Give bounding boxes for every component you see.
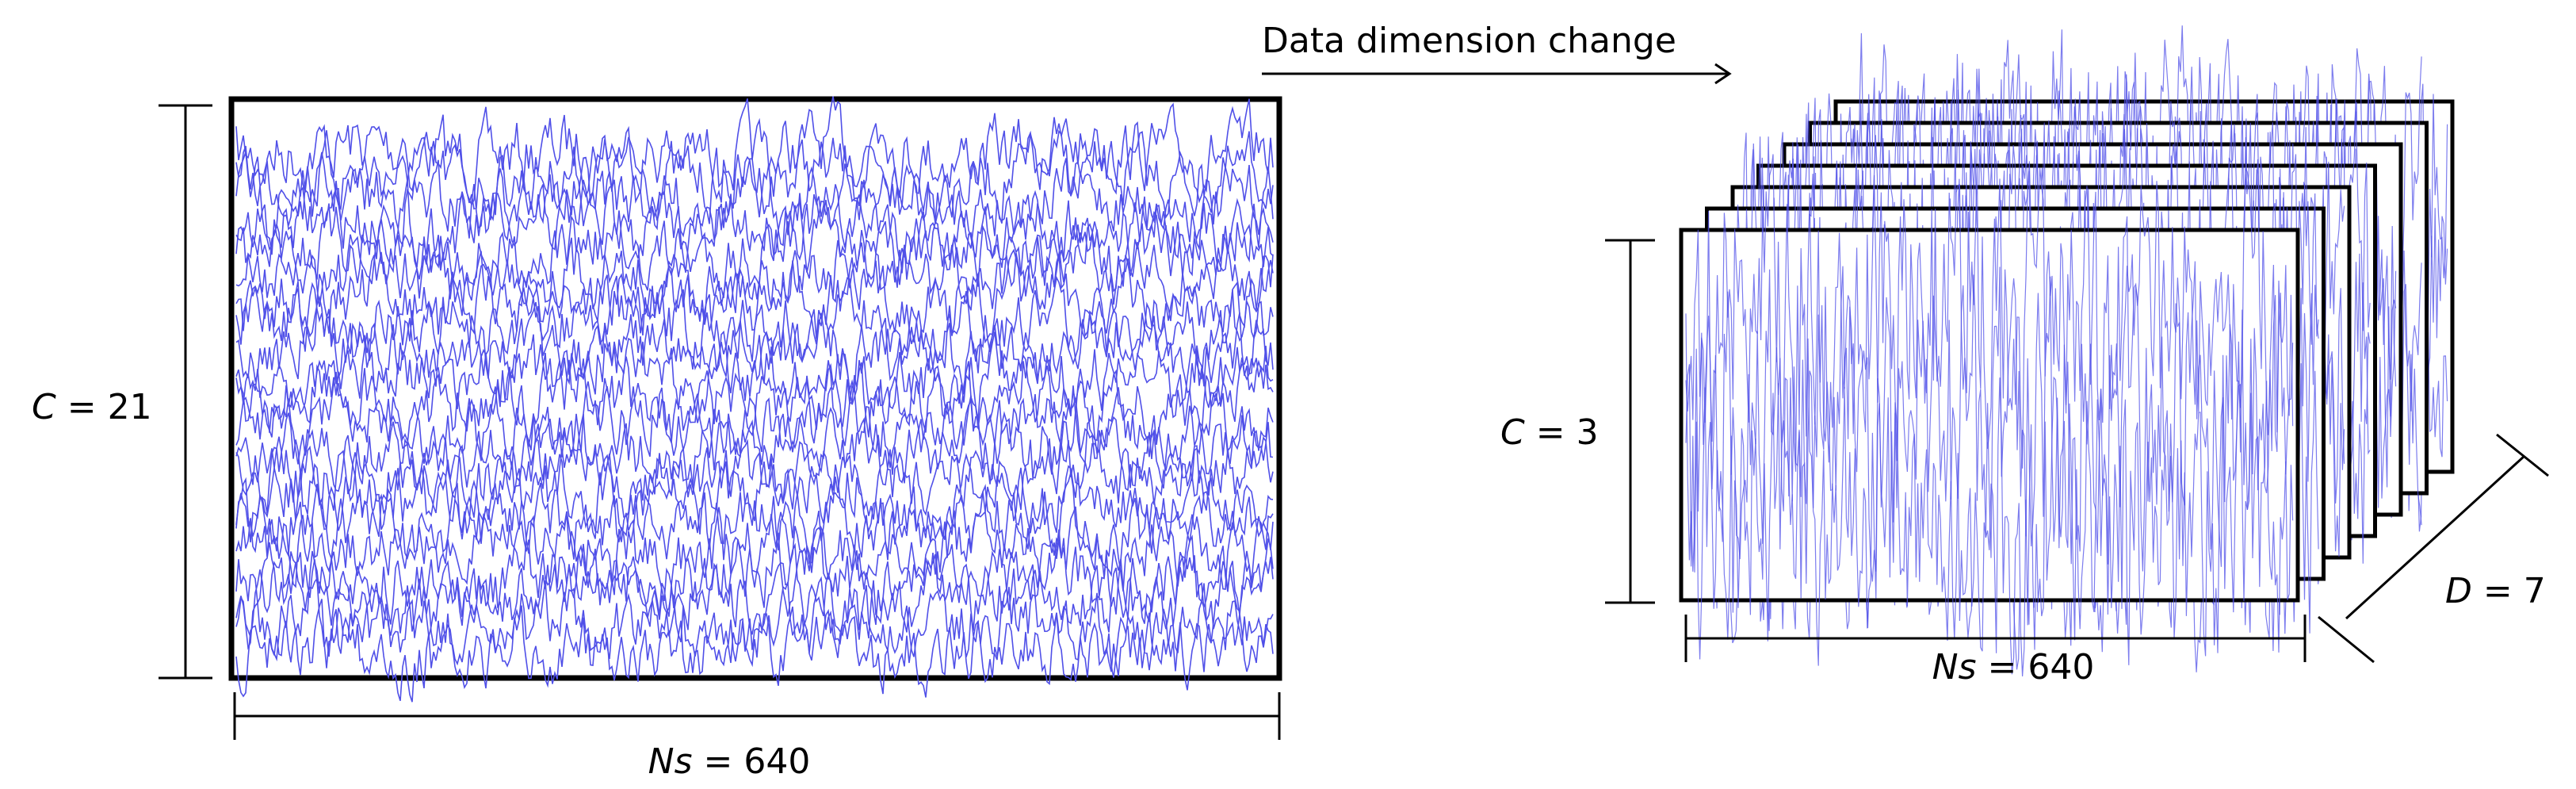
original-eeg-trace — [235, 275, 1274, 380]
original-eeg-traces — [235, 96, 1274, 703]
original-eeg-trace — [235, 96, 1274, 206]
reshaped-eeg-trace — [1685, 364, 2294, 677]
original-eeg-trace — [235, 231, 1274, 325]
original-eeg-trace — [235, 542, 1274, 644]
original-eeg-trace — [235, 506, 1274, 602]
original-eeg-trace — [235, 123, 1274, 226]
original-eeg-trace — [235, 295, 1274, 399]
reshaped-eeg-trace — [1685, 154, 2294, 472]
reshaped-channel-bracket — [1605, 239, 1655, 604]
reshaped-eeg-stack: C = 3 Ns = 640 D = 7 — [1500, 25, 2549, 688]
original-eeg-trace — [235, 472, 1274, 577]
reshaped-eeg-trace — [1685, 254, 2294, 582]
original-eeg-trace — [235, 599, 1274, 703]
sample-dimension-label: Ns = 640 — [648, 741, 811, 782]
dimension-change-arrow: Data dimension change — [1262, 21, 1732, 85]
reshaped-frame-front — [1679, 154, 2300, 677]
original-eeg-trace — [235, 371, 1274, 471]
original-eeg-trace — [235, 352, 1274, 458]
original-eeg-trace — [235, 576, 1274, 676]
depth-dimension-bracket — [2318, 433, 2549, 664]
depth-dimension-label: D = 7 — [2445, 571, 2546, 611]
original-eeg-trace — [235, 324, 1274, 424]
sample-dimension-bracket — [233, 692, 1281, 740]
arrow-label: Data dimension change — [1262, 21, 1676, 61]
original-eeg-block: C = 21 Ns = 640 — [32, 96, 1282, 782]
channel-dimension-label: C = 21 — [32, 387, 152, 427]
reshaped-eeg-frames — [1679, 25, 2455, 677]
reshaped-channel-label: C = 3 — [1500, 412, 1599, 453]
original-eeg-trace — [235, 179, 1274, 277]
original-eeg-trace — [235, 397, 1274, 500]
reshaped-sample-label: Ns = 640 — [1932, 647, 2095, 688]
original-eeg-trace — [235, 433, 1274, 520]
original-eeg-trace — [235, 453, 1274, 543]
original-eeg-trace — [235, 151, 1274, 251]
reshaped-sample-bracket — [1684, 615, 2307, 662]
original-eeg-trace — [235, 197, 1274, 301]
channel-dimension-bracket — [159, 104, 212, 680]
